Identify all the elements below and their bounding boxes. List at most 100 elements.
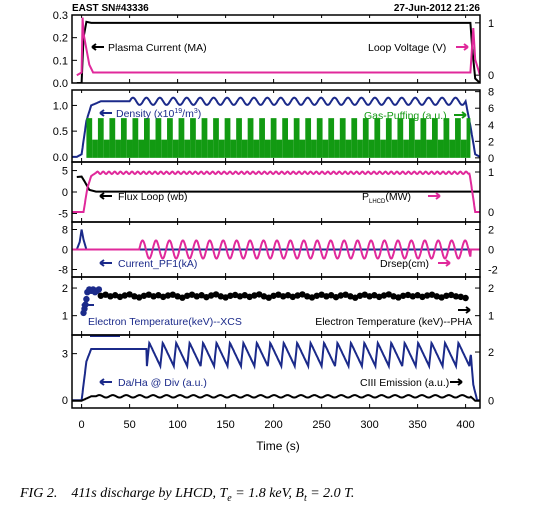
series-p5-1-point [308,294,316,301]
series-p2-1-bar [420,118,427,158]
series-p5-1-point [107,293,114,300]
legend-te-pha: Electron Temperature (keV)--PHA [315,316,472,328]
left-tick-label: 0.0 [53,78,68,90]
x-tick-label: 0 [79,419,85,431]
series-p2-0 [72,96,480,158]
series-p5-1-point [116,293,124,301]
legend-plasma-current: Plasma Current (MA) [108,42,207,54]
left-tick-label: 0 [62,395,68,407]
series-p5-1-point [428,291,436,298]
series-p2-1-bar [426,139,432,158]
series-p5-1-point [140,292,148,299]
series-p5-1-point [212,291,220,298]
left-tick-label: 1.0 [53,100,68,112]
arrow-right-icon [450,378,463,386]
series-p2-1-bar [351,118,358,158]
series-p4-0 [75,229,480,251]
legend-loop-voltage: Loop Voltage (V) [368,42,446,54]
left-tick-label: 8 [62,225,68,237]
legend-density: Density (x1019/m3) [116,108,201,120]
panel-p5: 2 1 2 1 Electron Temperature(keV)--XCS Electr… [62,276,494,337]
series-p2-1-bar [345,139,352,158]
arrow-right-icon [428,192,441,200]
series-p2-1-bar [230,139,237,158]
series-p5-1-point [318,291,325,298]
series-p2-1-bar [455,118,461,158]
series-p5-1-point [246,293,253,301]
series-p5-1-point [342,291,349,298]
series-p5-1-point [184,292,191,299]
series-p2-1-bar [97,118,104,158]
series-p2-1-bar [224,118,231,158]
x-tick-label: 200 [264,419,282,431]
series-p2-1-bar [155,118,162,158]
series-p5-1-point [260,293,268,300]
series-p2-1-bar [138,139,144,158]
series-p2-1-bar [126,139,133,158]
series-p5-1-point [371,292,378,299]
series-p2-1-bar [270,118,277,158]
arrow-left-icon [99,259,112,267]
series-p2-1-bar [120,118,127,158]
x-tick-label: 250 [312,419,330,431]
series-p2-1-bar [86,118,93,158]
series-p2-1-bar [357,139,363,158]
series-p2-1-bar [218,139,225,158]
x-tick-label: 300 [360,419,378,431]
series-p5-1-point [155,292,162,299]
series-p2-1-bar [92,139,98,158]
right-tick-label: 0 [488,153,494,165]
series-p2-1-bar [460,139,467,158]
series-p2-1-bar [449,139,456,158]
left-tick-label: 0.5 [53,126,68,138]
series-p2-1-bar [288,139,294,158]
series-p2-1-bar [103,139,110,158]
series-p2-1-bar [391,139,398,158]
series-p2-1-bar [432,118,438,158]
series-p1-1 [76,17,480,77]
series-p5-1-point [217,293,224,300]
series-p5-1-point [131,293,138,300]
series-p5-1-point [313,292,320,299]
series-p5-1-point [352,294,359,301]
series-p2-1-bar [213,118,219,158]
arrow-left-icon [99,378,112,386]
caption-fig: FIG 2. [20,486,58,501]
right-tick-label: 0 [488,396,494,408]
right-tick-label: 1 [488,311,494,323]
series-p5-1-point [136,294,143,301]
series-p5-1-point [169,291,176,298]
legend-te-xcs: Electron Temperature(keV)--XCS [88,316,242,328]
series-p5-1-point [443,292,450,299]
panel-p2: 1.0 0.5 0.0 8 6 4 2 0 Density (x1019/m3) Gas-Puff… [53,87,494,165]
series-p2-1-bar [334,139,340,158]
legend-flux-loop: Flux Loop (wb) [118,191,187,203]
series-p2-1-bar [408,118,415,158]
series-p5-1-point [356,292,364,299]
series-p2-1-bar [241,139,248,158]
shot-datetime: 27-Jun-2012 21:26 [394,3,481,14]
series-p5-1-point [222,294,229,301]
arrow-left-icon [81,301,94,309]
figure-caption: FIG 2. 411s discharge by LHCD, Te = 1.8 … [20,486,540,504]
series-p2-1-bar [339,118,346,158]
legend-gas-puffing: Gas-Puffing (a.u.) [364,110,447,122]
right-tick-label: 0 [488,245,494,257]
panels: 0.3 0.2 0.1 0.0 1 0 Plasma Current (MA) Loop Vo… [53,10,498,409]
series-p2-1-bar [149,139,156,158]
arrow-left-icon [99,192,112,200]
series-p2-1-bar [109,118,116,158]
series-p2-1-bar [305,118,312,158]
left-tick-label: 0.0 [53,152,68,164]
series-p3-1 [72,170,480,213]
series-p2-1-bar [316,118,323,158]
series-p5-1-point [433,293,440,300]
series-p5-1-point [294,292,301,299]
series-p5-1-point [164,292,172,299]
right-tick-label: 1 [488,167,494,179]
series-p5-1-point [457,293,464,301]
series-p5-1-point [270,292,277,299]
series-p2-1-bar [144,118,150,158]
shot-number: EAST SN#43336 [72,3,149,14]
series-p5-1-point [380,292,388,299]
